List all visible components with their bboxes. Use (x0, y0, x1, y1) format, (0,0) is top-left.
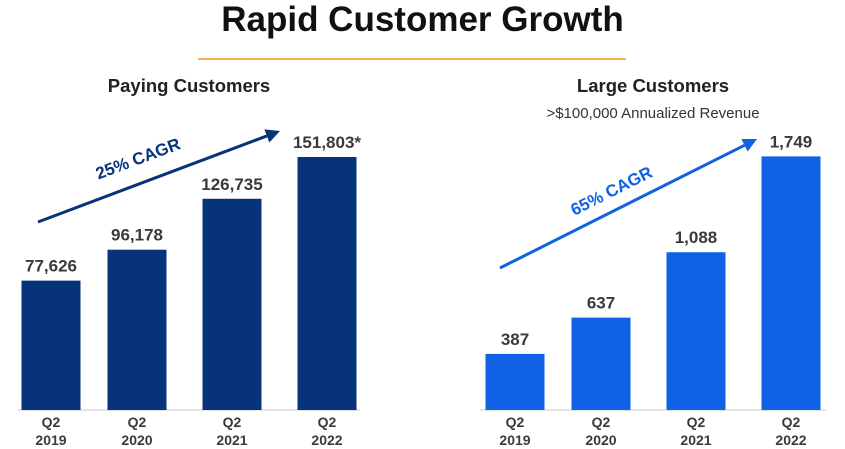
chart1-tick-quarter: Q2 (223, 414, 242, 430)
chart2-cagr-arrow-line (499, 143, 746, 270)
chart1-tick-quarter: Q2 (318, 414, 337, 430)
chart2-tick-year: 2022 (775, 432, 806, 448)
chart1-tick-year: 2021 (216, 432, 247, 448)
chart1-data-label: 126,735 (201, 175, 262, 194)
chart1-title: Paying Customers (108, 75, 270, 96)
chart1-data-label: 96,178 (111, 226, 163, 245)
chart1-tick-year: 2020 (121, 432, 152, 448)
chart1-tick-year: 2022 (311, 432, 342, 448)
chart1-cagr-label: 25% CAGR (93, 134, 183, 183)
chart2-bar (571, 317, 631, 410)
chart1-bar (202, 198, 262, 410)
chart2-tick-quarter: Q2 (782, 414, 801, 430)
chart1-tick-quarter: Q2 (128, 414, 147, 430)
chart1-data-label: 151,803* (293, 133, 361, 152)
chart1-cagr-arrow-head (264, 129, 280, 143)
chart2-subtitle: >$100,000 Annualized Revenue (546, 105, 759, 122)
chart2-tick-quarter: Q2 (687, 414, 706, 430)
chart2-bar (666, 252, 726, 410)
chart2-title: Large Customers (577, 75, 729, 96)
chart2-data-label: 1,749 (770, 132, 813, 151)
chart2-tick-year: 2021 (680, 432, 711, 448)
title-divider (198, 58, 626, 60)
chart2-bar (761, 156, 821, 410)
chart2-data-label: 637 (587, 294, 615, 313)
chart2-tick-year: 2019 (499, 432, 530, 448)
chart1-bar (107, 249, 167, 410)
chart1-data-label: 77,626 (25, 257, 77, 276)
chart2-tick-quarter: Q2 (506, 414, 525, 430)
chart1-cagr-arrow-line (37, 134, 268, 224)
chart2-bar (485, 353, 545, 410)
page-title: Rapid Customer Growth (221, 0, 624, 39)
chart2-tick-year: 2020 (585, 432, 616, 448)
chart2-data-label: 387 (501, 330, 529, 349)
chart2-tick-quarter: Q2 (592, 414, 611, 430)
chart2-cagr-arrow-head (741, 139, 757, 152)
chart1-bar (297, 156, 357, 410)
chart2-data-label: 1,088 (675, 228, 718, 247)
chart1-tick-quarter: Q2 (42, 414, 61, 430)
chart1-bar (21, 280, 81, 410)
chart1-tick-year: 2019 (35, 432, 66, 448)
